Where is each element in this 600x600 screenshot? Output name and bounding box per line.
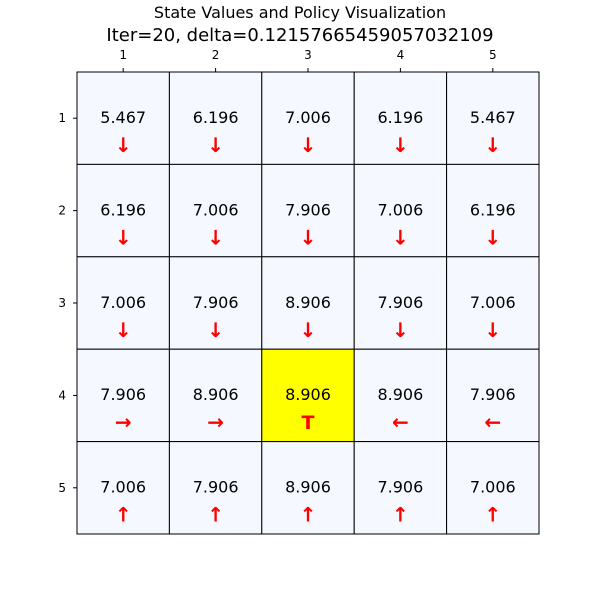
policy-arrow: ← (392, 410, 409, 434)
state-value-label: 7.006 (285, 108, 331, 127)
y-tick-label: 4 (58, 388, 66, 402)
terminal-marker: T (302, 412, 315, 434)
chart-title: State Values and Policy Visualization (153, 3, 447, 22)
state-value-label: 5.467 (470, 108, 516, 127)
state-value-label: 7.906 (193, 478, 239, 497)
policy-arrow: ↓ (484, 318, 501, 342)
policy-arrow: ↓ (115, 133, 132, 157)
grid-cell (446, 348, 540, 443)
policy-arrow: ↓ (392, 318, 409, 342)
state-value-label: 8.906 (285, 385, 331, 404)
policy-arrow: ↓ (207, 225, 224, 249)
y-tick-label: 2 (58, 204, 66, 218)
state-value-label: 7.906 (377, 293, 423, 312)
policy-arrow: ↓ (115, 225, 132, 249)
state-value-label: 7.006 (100, 293, 146, 312)
x-tick-label: 2 (212, 48, 220, 62)
policy-arrow: ↓ (392, 225, 409, 249)
state-value-label: 7.006 (193, 200, 239, 219)
policy-arrow: ↓ (300, 225, 317, 249)
state-value-label: 8.906 (285, 293, 331, 312)
grid-cell (261, 71, 355, 165)
grid-cell (353, 441, 448, 535)
y-tick-label: 1 (58, 111, 66, 125)
grid-cell (76, 256, 170, 350)
policy-arrow: ↓ (300, 318, 317, 342)
grid-cell (353, 163, 448, 258)
policy-arrow: ↑ (484, 503, 501, 527)
policy-arrow: ← (484, 410, 501, 434)
policy-arrow: ↓ (392, 133, 409, 157)
policy-arrow: → (207, 410, 224, 434)
state-value-label: 7.906 (193, 293, 239, 312)
state-value-label: 6.196 (377, 108, 423, 127)
state-value-label: 8.906 (377, 385, 423, 404)
state-value-label: 7.906 (285, 200, 331, 219)
policy-arrow: ↑ (207, 503, 224, 527)
policy-arrow: ↓ (484, 133, 501, 157)
state-value-label: 8.906 (193, 385, 239, 404)
state-value-label: 7.006 (470, 293, 516, 312)
policy-arrow: ↓ (484, 225, 501, 249)
policy-arrow: ↓ (300, 133, 317, 157)
state-value-label: 6.196 (193, 108, 239, 127)
state-value-label: 5.467 (100, 108, 146, 127)
x-tick-label: 1 (119, 48, 127, 62)
y-tick-label: 3 (58, 296, 66, 310)
grid-cell (446, 163, 540, 258)
state-value-label: 8.906 (285, 478, 331, 497)
policy-arrow: ↑ (115, 503, 132, 527)
grid-cell (76, 441, 170, 535)
grid-cell (168, 256, 263, 350)
chart-subtitle: Iter=20, delta=0.12157665459057032109 (106, 25, 494, 46)
grid-cell (446, 441, 540, 535)
policy-arrow: ↑ (300, 503, 317, 527)
state-value-label: 7.906 (377, 478, 423, 497)
state-value-label: 7.906 (470, 385, 516, 404)
x-tick-label: 5 (489, 48, 497, 62)
y-tick-label: 5 (58, 481, 66, 495)
grid-cell (76, 163, 170, 258)
grid-cell (168, 441, 263, 535)
grid-cell (353, 348, 448, 443)
grid-cell (353, 71, 448, 165)
x-tick-label: 4 (397, 48, 405, 62)
grid-cell (76, 348, 170, 443)
grid-cell (261, 256, 355, 350)
policy-arrow: ↓ (207, 133, 224, 157)
policy-arrow: ↓ (207, 318, 224, 342)
grid-cell (76, 71, 170, 165)
policy-arrow: ↓ (115, 318, 132, 342)
terminal-cell (261, 348, 355, 443)
policy-arrow: ↑ (392, 503, 409, 527)
state-value-label: 7.906 (100, 385, 146, 404)
state-value-label: 7.006 (470, 478, 516, 497)
grid-cell (261, 441, 355, 535)
x-tick-label: 3 (304, 48, 312, 62)
state-value-label: 6.196 (470, 200, 516, 219)
policy-arrow: → (115, 410, 132, 434)
grid-cell (353, 256, 448, 350)
state-value-label: 7.006 (100, 478, 146, 497)
state-value-label: 6.196 (100, 200, 146, 219)
state-value-label: 7.006 (377, 200, 423, 219)
